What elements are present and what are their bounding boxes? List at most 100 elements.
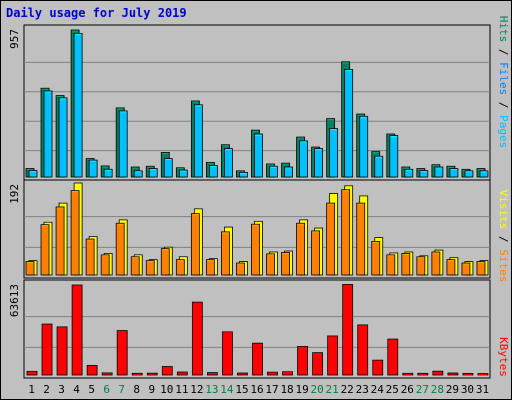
- files-bar: [389, 135, 399, 178]
- sites-bar: [160, 248, 170, 276]
- kbytes-bar: [222, 331, 233, 376]
- files-bar: [359, 115, 369, 178]
- kbytes-bar: [41, 323, 53, 376]
- top-legend-item: Pages: [497, 115, 510, 148]
- sites-bar: [371, 241, 381, 276]
- middle-legend-item: Sites: [497, 249, 510, 282]
- files-bar: [404, 168, 414, 178]
- kbytes-bar: [86, 364, 98, 376]
- sites-bar: [25, 261, 35, 276]
- sites-bar: [40, 224, 50, 276]
- files-bar: [28, 170, 38, 178]
- files-bar: [133, 170, 143, 178]
- x-tick-label: 2: [43, 383, 50, 396]
- sites-bar: [281, 252, 290, 276]
- sites-bar: [311, 230, 321, 276]
- top-legend-item: Files: [497, 62, 510, 95]
- files-bar: [58, 97, 68, 178]
- sites-bar: [175, 259, 185, 276]
- middle-legend-item: Visits: [497, 190, 510, 230]
- sites-bar: [85, 238, 95, 276]
- kbytes-bar: [116, 330, 128, 376]
- files-bar: [449, 168, 459, 178]
- middle-legend: Visits / Sites: [497, 190, 510, 283]
- sites-bar: [266, 253, 275, 276]
- sites-bar: [115, 222, 125, 276]
- sites-bar: [446, 259, 456, 276]
- x-tick-label: 6: [103, 383, 110, 396]
- files-bar: [43, 90, 53, 178]
- x-tick-label: 16: [250, 383, 263, 396]
- files-bar: [344, 69, 354, 178]
- files-bar: [103, 168, 113, 178]
- files-bar: [88, 159, 98, 178]
- files-bar: [464, 170, 474, 178]
- x-tick-label: 20: [311, 383, 324, 396]
- x-tick-label: 8: [133, 383, 140, 396]
- middle-ymax-label: 192: [8, 184, 21, 204]
- sites-bar: [221, 231, 230, 276]
- files-bar: [224, 148, 233, 178]
- files-bar: [239, 171, 248, 178]
- kbytes-bar: [342, 284, 354, 376]
- kbytes-bar: [312, 352, 324, 376]
- x-tick-label: 19: [295, 383, 308, 396]
- x-tick-label: 4: [73, 383, 80, 396]
- middle-legend-separator: /: [497, 229, 510, 249]
- bottom-ymax-label: 63613: [8, 284, 21, 317]
- kbytes-bar: [252, 342, 263, 376]
- files-bar: [299, 140, 308, 178]
- sites-bar: [251, 223, 260, 276]
- kbytes-bar: [432, 370, 444, 376]
- kbytes-bar: [387, 338, 399, 376]
- files-bar: [314, 148, 324, 178]
- files-bar: [193, 104, 203, 178]
- sites-bar: [296, 222, 305, 276]
- files-bar: [254, 133, 263, 178]
- x-tick-label: 17: [265, 383, 278, 396]
- x-tick-label: 24: [371, 383, 385, 396]
- x-tick-label: 5: [88, 383, 95, 396]
- files-bar: [208, 165, 218, 178]
- files-bar: [329, 128, 339, 178]
- x-tick-label: 15: [235, 383, 248, 396]
- sites-bar: [341, 189, 351, 276]
- sites-bar: [205, 259, 215, 276]
- sites-bar: [401, 253, 411, 276]
- top-legend-item: Hits: [497, 16, 510, 43]
- kbytes-bar: [372, 359, 384, 376]
- x-tick-label: 14: [220, 383, 234, 396]
- files-bar: [284, 166, 293, 178]
- sites-bar: [461, 262, 471, 276]
- kbytes-bar: [191, 301, 203, 376]
- x-tick-label: 28: [431, 383, 444, 396]
- sites-bar: [236, 262, 245, 276]
- bottom-legend: KBytes: [497, 337, 510, 377]
- sites-bar: [416, 256, 426, 276]
- files-bar: [374, 155, 384, 178]
- sites-bar: [145, 260, 155, 276]
- files-bar: [269, 165, 278, 178]
- x-tick-label: 30: [461, 383, 474, 396]
- files-bar: [434, 166, 444, 178]
- x-tick-label: 12: [190, 383, 203, 396]
- kbytes-bar: [56, 326, 68, 376]
- top-ymax-label: 957: [8, 29, 21, 49]
- sites-bar: [100, 254, 110, 276]
- files-bar: [178, 169, 188, 178]
- x-tick-label: 9: [148, 383, 155, 396]
- sites-bar: [326, 202, 336, 276]
- x-tick-label: 10: [160, 383, 173, 396]
- top-legend-separator: /: [497, 42, 510, 62]
- kbytes-bar: [357, 324, 369, 376]
- files-bar: [118, 110, 128, 178]
- sites-bar: [476, 261, 486, 276]
- x-tick-label: 18: [280, 383, 293, 396]
- sites-bar: [356, 202, 366, 276]
- x-tick-label: 26: [401, 383, 414, 396]
- files-bar: [73, 32, 83, 178]
- kbytes-bar: [26, 370, 38, 376]
- x-tick-label: 21: [326, 383, 339, 396]
- files-bar: [163, 158, 173, 178]
